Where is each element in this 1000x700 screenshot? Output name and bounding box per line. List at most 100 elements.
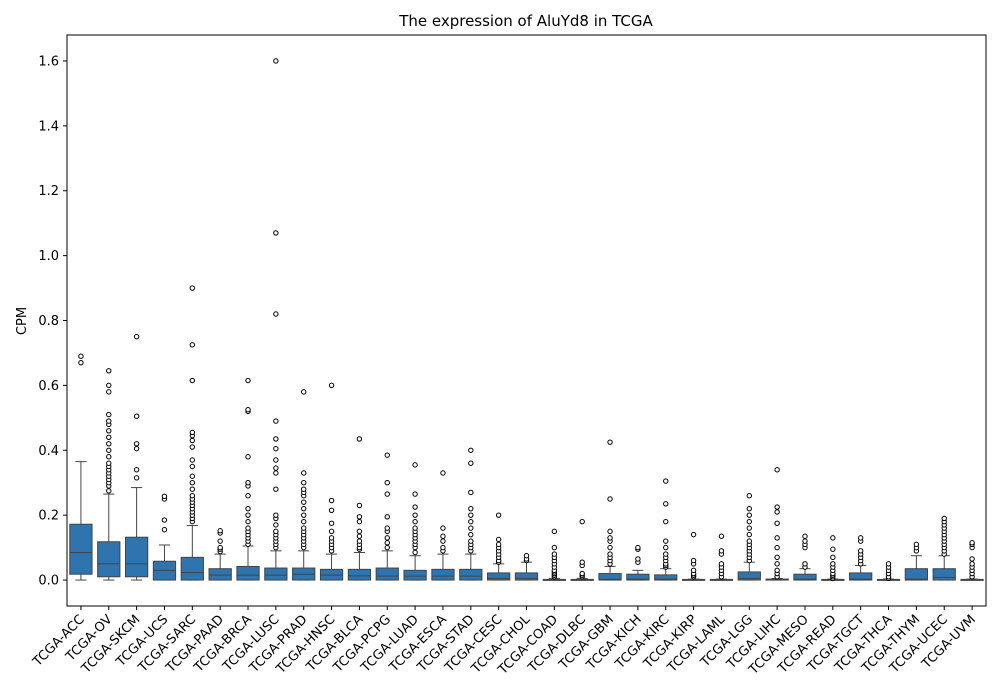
outlier-point	[189, 480, 196, 486]
iqr-box	[793, 573, 817, 581]
outlier-point	[607, 544, 613, 551]
outlier-point	[663, 551, 669, 557]
outlier-point	[774, 561, 780, 567]
iqr-box	[264, 567, 288, 581]
y-axis: 0.0 0.2 0.4 0.6 0.8 1.0 1.2 1.4 1.6	[38, 54, 67, 589]
outlier-point	[607, 535, 613, 541]
outlier-point	[189, 457, 196, 463]
outlier-point	[774, 467, 780, 473]
outlier-point	[106, 368, 112, 374]
iqr-box	[514, 572, 539, 581]
outlier-point	[746, 525, 752, 531]
box-tcga-kirp	[681, 531, 706, 581]
outlier-point	[106, 428, 112, 434]
outlier-point	[690, 557, 697, 564]
outlier-point	[746, 538, 752, 544]
outlier-point	[412, 512, 418, 518]
outlier-point	[356, 518, 363, 525]
outlier-point	[189, 463, 196, 470]
outlier-point	[440, 533, 446, 539]
outlier-point	[663, 544, 669, 551]
outlier-point	[830, 535, 836, 541]
outlier-point	[774, 544, 780, 551]
outlier-point	[830, 561, 836, 567]
iqr-box	[403, 569, 427, 581]
y-tick-label: 0.6	[38, 379, 59, 394]
outlier-point	[607, 528, 613, 535]
box-tcga-laml	[709, 533, 734, 581]
iqr-box	[124, 536, 149, 578]
outlier-point	[551, 544, 558, 551]
outlier-point	[78, 353, 84, 359]
outlier-point	[440, 538, 446, 544]
outlier-point	[273, 58, 279, 64]
outlier-point	[384, 525, 390, 531]
outlier-point	[106, 434, 112, 440]
iqr-box	[849, 572, 873, 581]
outlier-point	[663, 538, 669, 544]
outlier-point	[217, 544, 223, 551]
outlier-point	[412, 504, 418, 510]
outlier-point	[746, 505, 752, 512]
box-tcga-kirc	[654, 478, 678, 581]
outlier-point	[245, 525, 251, 531]
outlier-point	[774, 509, 780, 515]
y-tick-label: 0.4	[38, 444, 59, 459]
outlier-point	[133, 413, 140, 419]
outlier-point	[802, 538, 808, 544]
outlier-point	[468, 525, 474, 531]
outlier-point	[161, 493, 168, 500]
outlier-point	[328, 528, 335, 535]
outlier-point	[412, 462, 418, 468]
outlier-point	[273, 522, 279, 528]
box-tcga-cesc	[487, 512, 511, 581]
outlier-point	[189, 492, 196, 499]
outlier-point	[301, 525, 307, 531]
outlier-point	[579, 570, 585, 577]
outlier-point	[273, 470, 279, 476]
outlier-point	[495, 512, 502, 518]
outlier-point	[301, 512, 307, 518]
outlier-point	[607, 496, 613, 502]
outlier-point	[384, 544, 390, 551]
outlier-point	[663, 518, 669, 525]
outlier-point	[468, 512, 474, 518]
box-tcga-blca	[347, 436, 372, 581]
box-tcga-ucs	[152, 493, 177, 581]
outlier-point	[356, 538, 363, 544]
box-tcga-luad	[403, 462, 427, 581]
outlier-point	[356, 436, 363, 442]
outlier-point	[495, 541, 502, 548]
outlier-point	[106, 411, 112, 418]
box-tcga-lgg	[737, 492, 761, 581]
outlier-point	[301, 480, 307, 486]
box-tcga-sarc	[180, 285, 204, 581]
outlier-point	[133, 334, 140, 340]
box-tcga-lihc	[765, 467, 789, 581]
outlier-point	[384, 452, 390, 458]
outlier-point	[969, 561, 975, 567]
outlier-point	[106, 447, 112, 453]
outlier-point	[384, 514, 390, 520]
outlier-point	[301, 505, 307, 512]
outlier-point	[273, 418, 279, 424]
y-tick-label: 0.2	[38, 509, 59, 524]
outlier-point	[245, 518, 251, 525]
outlier-point	[356, 528, 363, 535]
y-tick-label: 1.2	[38, 184, 59, 199]
outlier-point	[523, 553, 530, 559]
outlier-point	[551, 551, 558, 557]
box-tcga-pcpg	[375, 452, 399, 581]
box-tcga-tgct	[849, 535, 873, 581]
box-tcga-esca	[431, 470, 455, 581]
iqr-box	[431, 568, 455, 581]
iqr-box	[69, 523, 93, 575]
outlier-point	[245, 492, 251, 499]
outlier-point	[857, 548, 864, 554]
y-tick-label: 0.8	[38, 314, 59, 329]
outlier-point	[635, 556, 641, 562]
outlier-point	[857, 535, 864, 541]
box-tcga-meso	[793, 533, 817, 581]
outlier-point	[468, 538, 474, 544]
